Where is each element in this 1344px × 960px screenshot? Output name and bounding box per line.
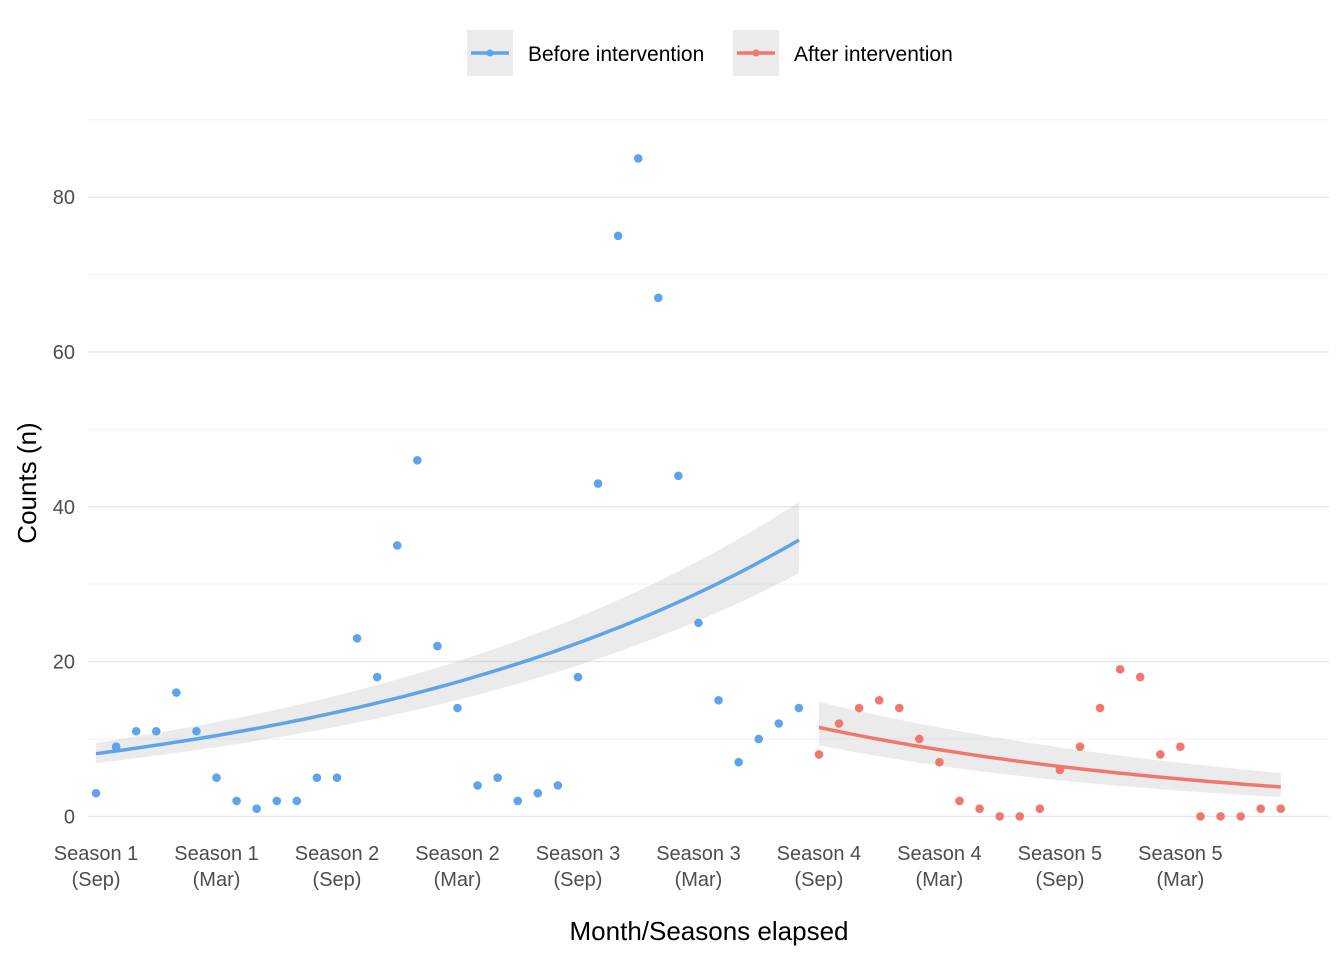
legend-label-before: Before intervention: [528, 43, 704, 66]
data-point: [975, 804, 984, 813]
y-tick-label: 80: [53, 187, 75, 209]
data-point: [252, 804, 261, 813]
data-point: [633, 154, 643, 163]
data-point: [1115, 665, 1125, 674]
data-point: [854, 703, 864, 713]
data-point: [1176, 742, 1185, 752]
data-point: [714, 695, 723, 705]
x-tick-label: Season 5 (Sep): [1018, 843, 1103, 891]
data-point: [292, 796, 302, 806]
data-point: [1075, 742, 1085, 752]
data-point: [1196, 812, 1205, 821]
data-point: [1256, 804, 1266, 813]
y-tick-label: 40: [53, 497, 75, 519]
y-tick-label: 60: [53, 342, 75, 364]
data-point: [212, 773, 221, 782]
x-tick-label: Season 2 (Sep): [295, 843, 380, 891]
y-tick-label: 0: [64, 806, 75, 828]
data-point: [874, 695, 884, 705]
data-point: [613, 231, 623, 241]
data-point: [1156, 750, 1165, 759]
data-point: [533, 788, 543, 798]
data-point: [573, 672, 583, 682]
data-point: [513, 796, 523, 806]
data-point: [915, 734, 924, 744]
data-point: [352, 634, 362, 643]
trend-line: [95, 538, 800, 756]
data-point: [111, 742, 121, 752]
data-point: [232, 796, 241, 806]
x-tick-label: Season 1 (Mar): [174, 843, 259, 891]
legend-key-after-dot: [752, 49, 760, 57]
data-point: [1035, 804, 1045, 813]
data-point: [694, 618, 703, 628]
data-point: [1055, 765, 1065, 775]
data-point: [493, 773, 502, 782]
data-point: [814, 750, 824, 759]
data-point: [794, 703, 804, 713]
data-point: [372, 672, 382, 682]
x-tick-label: Season 4 (Mar): [897, 843, 982, 891]
x-axis-title: Month/Seasons elapsed: [570, 916, 849, 946]
data-point: [995, 812, 1004, 821]
x-tick-label: Season 2 (Mar): [415, 843, 500, 891]
data-point: [1015, 812, 1025, 821]
x-tick-label: Season 5 (Mar): [1138, 843, 1223, 891]
confidence-ribbons: [96, 502, 1281, 797]
ci-ribbon: [818, 701, 1281, 797]
data-point: [653, 293, 663, 303]
data-point: [894, 703, 904, 713]
data-point: [312, 773, 322, 782]
data-point: [1216, 812, 1225, 821]
x-tick-label: Season 3 (Sep): [536, 843, 621, 891]
data-point: [834, 719, 844, 728]
data-point: [593, 479, 603, 488]
grid-layer: [88, 119, 1329, 818]
y-tick-label: 20: [53, 652, 75, 674]
y-axis-title: Counts (n): [12, 422, 42, 543]
data-point: [453, 703, 462, 713]
data-point: [473, 781, 482, 790]
ci-ribbon: [96, 502, 799, 763]
data-point: [674, 471, 683, 481]
legend: Before intervention After intervention: [467, 30, 953, 76]
trend-line: [818, 725, 1281, 789]
legend-key-before-dot: [486, 49, 494, 57]
data-point: [955, 796, 964, 806]
data-point: [754, 734, 764, 744]
data-point: [1135, 672, 1145, 682]
data-point: [392, 541, 402, 550]
x-axis-ticks: Season 1 (Sep) Season 1 (Mar) Season 2 (Sep) S…: [54, 843, 1223, 891]
x-tick-label: Season 4 (Sep): [777, 843, 862, 891]
data-point: [553, 781, 563, 790]
data-point: [734, 757, 743, 767]
data-point: [935, 757, 944, 767]
data-point: [332, 773, 342, 782]
x-tick-label: Season 3 (Mar): [656, 843, 741, 891]
data-point: [151, 726, 161, 736]
data-point: [1236, 812, 1245, 821]
y-axis-ticks: 0 20 40 60 80: [53, 187, 75, 828]
legend-label-after: After intervention: [794, 43, 953, 66]
data-point: [1276, 804, 1286, 813]
data-point: [433, 641, 442, 651]
data-point: [172, 688, 181, 697]
data-point: [774, 719, 784, 728]
data-points: [91, 154, 1286, 821]
data-point: [91, 788, 101, 798]
data-point: [192, 726, 201, 736]
data-point: [131, 726, 141, 736]
trend-lines: [95, 538, 1281, 789]
data-point: [413, 456, 422, 465]
x-tick-label: Season 1 (Sep): [54, 843, 139, 891]
data-point: [1095, 703, 1105, 713]
data-point: [272, 796, 282, 806]
